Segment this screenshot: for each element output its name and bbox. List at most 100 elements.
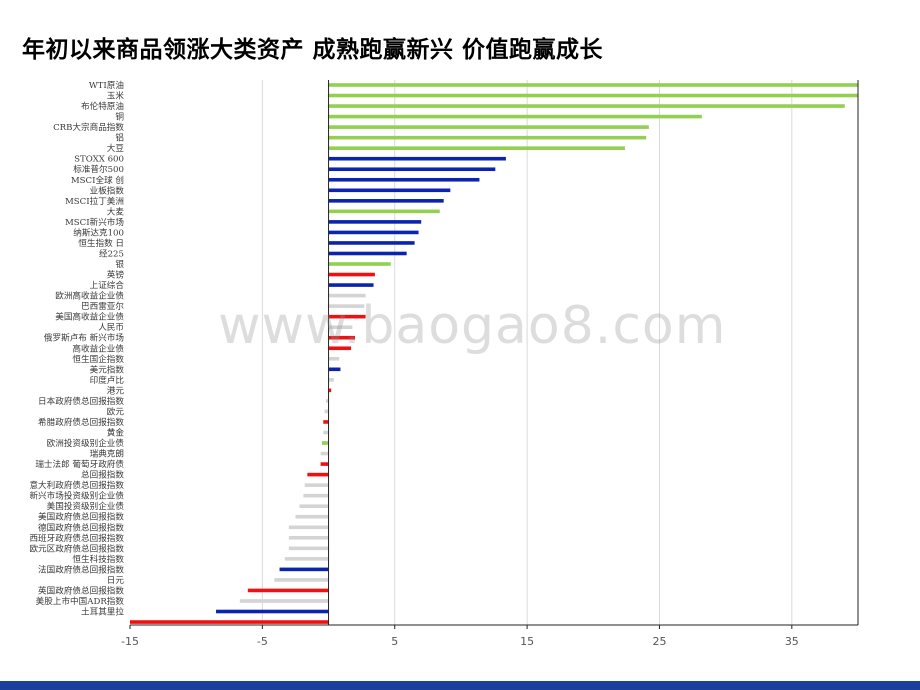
bar-37 (307, 472, 329, 477)
category-label-32: 希腊政府债总回报指数 (38, 416, 124, 428)
bar-9 (328, 177, 480, 182)
category-label-20: 欧洲高收益企业债 (55, 290, 124, 302)
category-label-19: 上证综合 (90, 279, 125, 291)
x-tick-label-0: -15 (121, 635, 139, 648)
category-label-25: 高收益企业债 (72, 342, 124, 354)
bar-26 (328, 356, 340, 361)
watermark-text: www.baogao8.com (218, 296, 727, 356)
bar-46 (279, 567, 329, 572)
slide-title: 年初以来商品领涨大类资产 成熟跑赢新兴 价值跑赢成长 (22, 37, 604, 63)
bar-layer (130, 83, 859, 624)
category-label-18: 英镑 (107, 269, 125, 281)
category-label-8: 标准普尔500 (73, 163, 124, 175)
bar-48 (247, 588, 329, 593)
bar-22 (328, 314, 366, 319)
bar-18 (328, 272, 375, 277)
category-label-11: MSCI拉丁美洲 (65, 195, 124, 207)
bar-39 (303, 493, 329, 498)
category-label-49: 美股上市中国ADR指数 (36, 595, 125, 607)
bar-16 (328, 251, 407, 256)
category-label-14: 纳斯达克100 (73, 226, 124, 238)
bar-0 (328, 83, 859, 87)
bar-36 (320, 462, 329, 466)
category-label-26: 恒生国企指数 (72, 353, 124, 365)
bar-44 (288, 546, 329, 551)
category-label-6: 大豆 (107, 142, 125, 154)
x-tick-label-1: -5 (257, 635, 268, 648)
category-label-2: 布伦特原油 (81, 100, 124, 112)
category-label-4: CRB大宗商品指数 (53, 121, 124, 133)
category-label-31: 欧元 (107, 405, 125, 417)
bar-11 (328, 199, 444, 203)
bar-27 (328, 367, 341, 372)
bar-49 (239, 599, 329, 603)
bar-14 (328, 230, 419, 235)
bar-13 (328, 220, 422, 224)
bar-23 (328, 325, 353, 329)
bar-43 (288, 535, 329, 540)
bar-3 (328, 114, 702, 119)
x-tick-label-2: 5 (391, 635, 398, 648)
category-label-21: 巴西雷亚尔 (81, 300, 124, 312)
category-label-13: MSCI新兴市场 (65, 216, 124, 228)
category-label-0: WTI原油 (89, 79, 124, 91)
category-label-29: 港元 (107, 384, 125, 396)
category-label-22: 美国高收益企业债 (55, 311, 124, 323)
category-label-42: 德国政府债总回报指数 (38, 521, 124, 533)
category-label-45: 恒生科技指数 (72, 553, 124, 565)
category-label-24: 俄罗斯卢布 新兴市场 (44, 332, 124, 344)
bar-2 (328, 104, 845, 108)
bar-unlabeled (130, 620, 329, 624)
bar-5 (328, 135, 647, 140)
x-tick-label-3: 15 (520, 635, 534, 648)
category-label-10: 业板指数 (90, 184, 125, 196)
bar-12 (328, 209, 440, 214)
category-label-23: 人民币 (98, 322, 124, 333)
x-tick-label-5: 35 (785, 635, 799, 648)
bar-10 (328, 188, 451, 193)
category-label-40: 美国投资级别企业债 (47, 500, 125, 512)
category-label-41: 美国政府债总回报指数 (38, 511, 124, 523)
category-label-27: 美元指数 (90, 363, 125, 375)
category-label-30: 日本政府债总回报指数 (38, 395, 124, 407)
bar-17 (328, 262, 391, 266)
category-label-36: 瑞士法郎 葡萄牙政府债 (35, 458, 124, 470)
category-label-16: 经225 (99, 247, 124, 259)
category-label-7: STOXX 600 (74, 155, 124, 165)
bar-29 (328, 388, 332, 393)
bar-30 (325, 399, 329, 403)
category-label-9: MSCI全球 创 (71, 174, 124, 186)
category-label-46: 法国政府债总回报指数 (38, 563, 124, 575)
bar-47 (274, 578, 329, 582)
category-label-43: 西班牙政府债总回报指数 (29, 532, 124, 544)
bar-24 (328, 335, 356, 340)
category-label-28: 印度卢比 (90, 374, 125, 386)
bar-20 (328, 293, 366, 298)
category-label-48: 英国政府债总回报指数 (38, 584, 124, 596)
tick-label-layer: -15 -5 5 15 25 35 (121, 635, 799, 648)
bar-42 (288, 525, 329, 530)
category-label-35: 瑞典克朗 (90, 448, 124, 460)
bar-31 (324, 409, 329, 414)
bar-35 (320, 451, 329, 456)
bar-28 (328, 378, 334, 382)
category-label-1: 玉米 (107, 90, 125, 102)
bar-1 (328, 93, 859, 98)
bar-21 (328, 304, 365, 308)
bar-40 (299, 504, 329, 508)
bar-45 (284, 557, 329, 561)
bar-32 (323, 420, 329, 424)
bar-8 (328, 167, 496, 172)
category-label-15: 恒生指数 日 (78, 237, 124, 249)
category-label-38: 意大利政府债总回报指数 (29, 479, 124, 491)
bar-6 (328, 146, 626, 150)
x-tick-label-4: 25 (652, 635, 666, 648)
category-label-5: 铝 (115, 132, 124, 144)
category-label-17: 银 (115, 258, 124, 270)
category-label-47: 日元 (107, 575, 125, 586)
bar-19 (328, 283, 374, 287)
category-label-34: 欧洲投资级别企业债 (47, 437, 125, 449)
bar-25 (328, 346, 352, 351)
